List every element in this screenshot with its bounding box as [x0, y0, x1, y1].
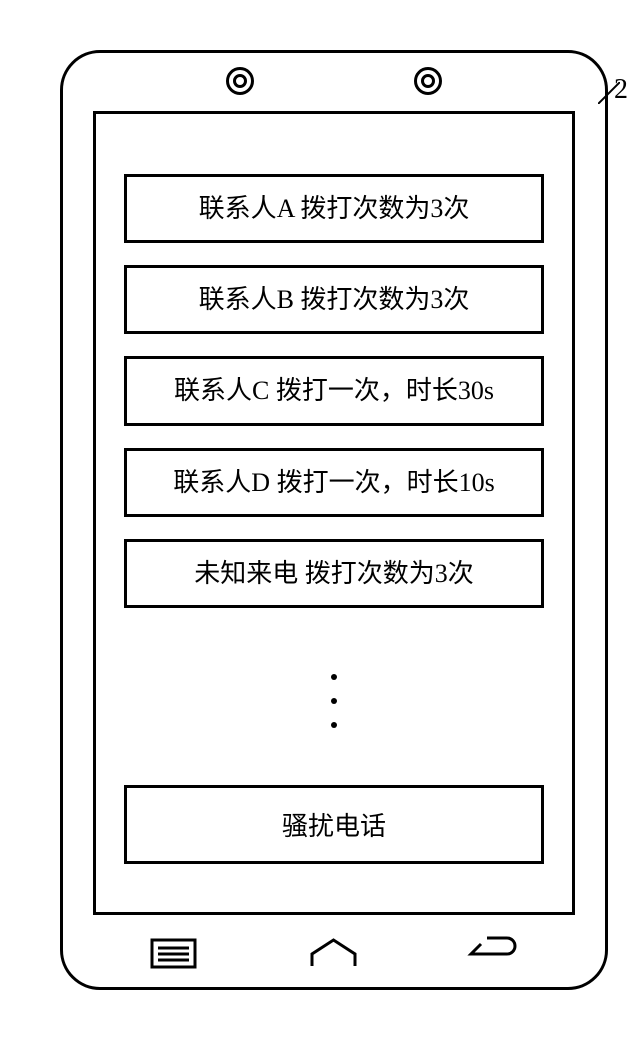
ellipsis-icon	[96, 674, 572, 728]
figure-canvas: 联系人A 拨打次数为3次 联系人B 拨打次数为3次 联系人C 拨打一次，时长30…	[20, 20, 608, 1020]
camera-sensor-right-inner	[421, 74, 435, 88]
navigation-bar	[63, 936, 605, 971]
back-icon	[467, 936, 522, 971]
call-list: 联系人A 拨打次数为3次 联系人B 拨打次数为3次 联系人C 拨打一次，时长30…	[124, 174, 544, 608]
list-item-contact-c[interactable]: 联系人C 拨打一次，时长30s	[124, 356, 544, 425]
menu-button[interactable]	[146, 936, 201, 971]
menu-icon	[146, 936, 201, 971]
back-button[interactable]	[467, 936, 522, 971]
list-item-contact-a[interactable]: 联系人A 拨打次数为3次	[124, 174, 544, 243]
camera-sensor-left-inner	[233, 74, 247, 88]
figure-label: 20	[614, 74, 628, 106]
list-item-contact-d[interactable]: 联系人D 拨打一次，时长10s	[124, 448, 544, 517]
ellipsis-dot	[331, 722, 337, 728]
phone-frame: 联系人A 拨打次数为3次 联系人B 拨打次数为3次 联系人C 拨打一次，时长30…	[60, 50, 608, 990]
screen-area: 联系人A 拨打次数为3次 联系人B 拨打次数为3次 联系人C 拨打一次，时长30…	[93, 111, 575, 915]
spam-calls-item[interactable]: 骚扰电话	[124, 785, 544, 864]
list-item-unknown-call[interactable]: 未知来电 拨打次数为3次	[124, 539, 544, 608]
camera-sensor-left	[226, 67, 254, 95]
top-hardware	[63, 67, 605, 95]
ellipsis-dot	[331, 698, 337, 704]
home-icon	[306, 936, 361, 971]
home-button[interactable]	[306, 936, 361, 971]
camera-sensor-right	[414, 67, 442, 95]
ellipsis-dot	[331, 674, 337, 680]
list-item-contact-b[interactable]: 联系人B 拨打次数为3次	[124, 265, 544, 334]
